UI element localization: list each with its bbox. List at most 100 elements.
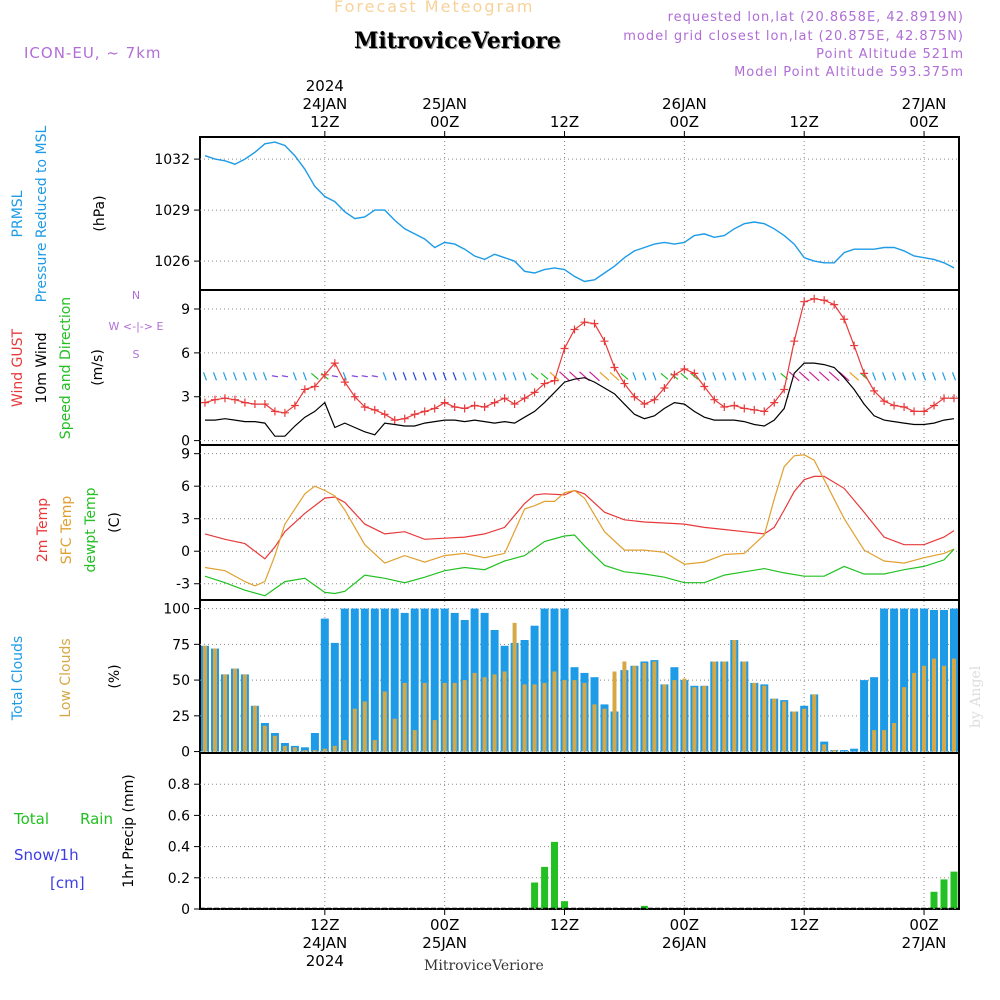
low-cloud-bar <box>422 682 427 752</box>
total-cloud-bar <box>890 608 899 752</box>
wind-arrow <box>402 372 407 381</box>
low-cloud-bar <box>912 672 917 752</box>
wind-gust-marker <box>530 388 539 397</box>
wind-gust-marker <box>430 404 439 413</box>
y-tick-label: -3 <box>176 577 190 593</box>
wind-gust-marker <box>600 337 609 346</box>
wind-arrow <box>680 372 689 380</box>
low-cloud-bar <box>352 708 357 752</box>
low-cloud-bar <box>552 671 557 752</box>
panel-frame-precip <box>199 752 960 910</box>
low-cloud-bar <box>322 748 327 752</box>
bottom-x-tick-label: 26JAN <box>662 934 707 952</box>
low-cloud-bar <box>233 668 237 752</box>
y-tick-label: 9 <box>181 447 190 463</box>
wind-gust-marker <box>890 401 899 410</box>
low-cloud-bar <box>262 725 267 752</box>
total-cloud-bar <box>330 642 339 752</box>
total-cloud-bar <box>420 608 429 752</box>
wind-arrow <box>492 372 497 381</box>
low-cloud-bar <box>372 740 377 752</box>
y-tick-label: 0 <box>181 544 190 560</box>
low-cloud-bar <box>312 750 317 752</box>
temp-sfc-line <box>204 454 955 587</box>
wind-gust-marker <box>220 394 229 403</box>
low-cloud-bar <box>292 747 297 752</box>
wind-gust-marker <box>630 392 639 401</box>
low-cloud-bar <box>342 740 347 752</box>
label-snow: Snow/1h <box>14 846 79 864</box>
top-x-tick-label: 00Z <box>909 113 938 131</box>
wind-arrow <box>828 371 840 382</box>
total-cloud-bar <box>870 677 879 752</box>
low-cloud-bar <box>362 701 367 752</box>
model-name: ICON-EU, ~ 7km <box>24 44 162 62</box>
low-cloud-bar <box>682 678 687 752</box>
wind-gust-marker <box>710 395 719 404</box>
low-cloud-bar <box>632 665 637 752</box>
low-cloud-bar <box>672 680 677 752</box>
total-cloud-bar <box>450 612 459 752</box>
wind-arrow <box>702 372 707 381</box>
rain-bar <box>541 866 549 909</box>
low-cloud-bar <box>652 661 657 752</box>
credit-text: by Angel <box>968 665 984 728</box>
wind-arrow <box>342 372 347 381</box>
low-cloud-bar <box>622 661 627 752</box>
wind-gust-marker <box>360 402 369 411</box>
wind-gust-marker <box>440 398 449 407</box>
low-cloud-bar <box>462 680 467 752</box>
wind-gust-marker <box>350 392 359 401</box>
label-dewpt-temp: dewpt Temp <box>83 487 99 572</box>
low-cloud-bar <box>382 691 387 752</box>
wind-arrow <box>549 371 560 381</box>
wind-gust-marker <box>920 407 929 416</box>
wind-arrow <box>432 372 437 381</box>
low-cloud-bar <box>612 671 617 752</box>
wind-gust-marker <box>730 401 739 410</box>
wind-gust-marker <box>240 398 249 407</box>
pressure-line <box>204 141 955 283</box>
wind-gust-marker <box>560 344 569 353</box>
y-tick-label: 50 <box>172 673 190 689</box>
total-cloud-bar <box>440 608 449 752</box>
wind-gust-marker <box>320 370 329 379</box>
low-cloud-bar <box>282 745 287 752</box>
low-cloud-bar <box>482 677 487 752</box>
total-cloud-bar <box>340 608 349 752</box>
footer-location: MitroviceVeriore <box>424 958 544 974</box>
wind-gust-marker <box>500 394 509 403</box>
meteogram-title: Forecast Meteogram <box>334 0 535 16</box>
y-tick-label: 1026 <box>154 254 190 270</box>
wind-arrow <box>599 371 610 381</box>
y-axis-label-wind: (m/s) <box>90 349 106 386</box>
wind-gust-marker <box>270 407 279 416</box>
wind-arrow <box>331 375 338 378</box>
bottom-x-tick-label: 00Z <box>909 916 938 934</box>
wind-arrow <box>722 372 727 381</box>
wind-gust-marker <box>720 402 729 411</box>
wind-arrow <box>412 372 417 381</box>
wind-gust-marker <box>750 405 759 414</box>
wind-arrow <box>849 371 860 381</box>
wind-gust-marker <box>480 402 489 411</box>
wind-arrow <box>872 372 877 381</box>
wind-arrow <box>462 372 467 381</box>
y-tick-label: 0.4 <box>168 840 190 856</box>
wind-arrow <box>292 372 297 381</box>
low-cloud-bar <box>302 750 307 752</box>
low-cloud-bar <box>732 640 737 752</box>
wind-arrow <box>442 372 447 381</box>
top-x-tick-label: 12Z <box>310 113 339 131</box>
y-tick-label: 0 <box>181 902 190 918</box>
bottom-x-tick-label: 00Z <box>670 916 699 934</box>
wind-gust-marker <box>620 379 629 388</box>
low-cloud-bar <box>762 685 767 752</box>
wind-gust-marker <box>280 408 289 417</box>
wind-arrow <box>281 375 288 378</box>
low-cloud-bar <box>213 648 217 752</box>
wind-arrow <box>482 372 487 381</box>
y-tick-label: 25 <box>172 709 190 725</box>
low-cloud-bar <box>902 687 907 752</box>
total-cloud-bar <box>400 612 409 752</box>
